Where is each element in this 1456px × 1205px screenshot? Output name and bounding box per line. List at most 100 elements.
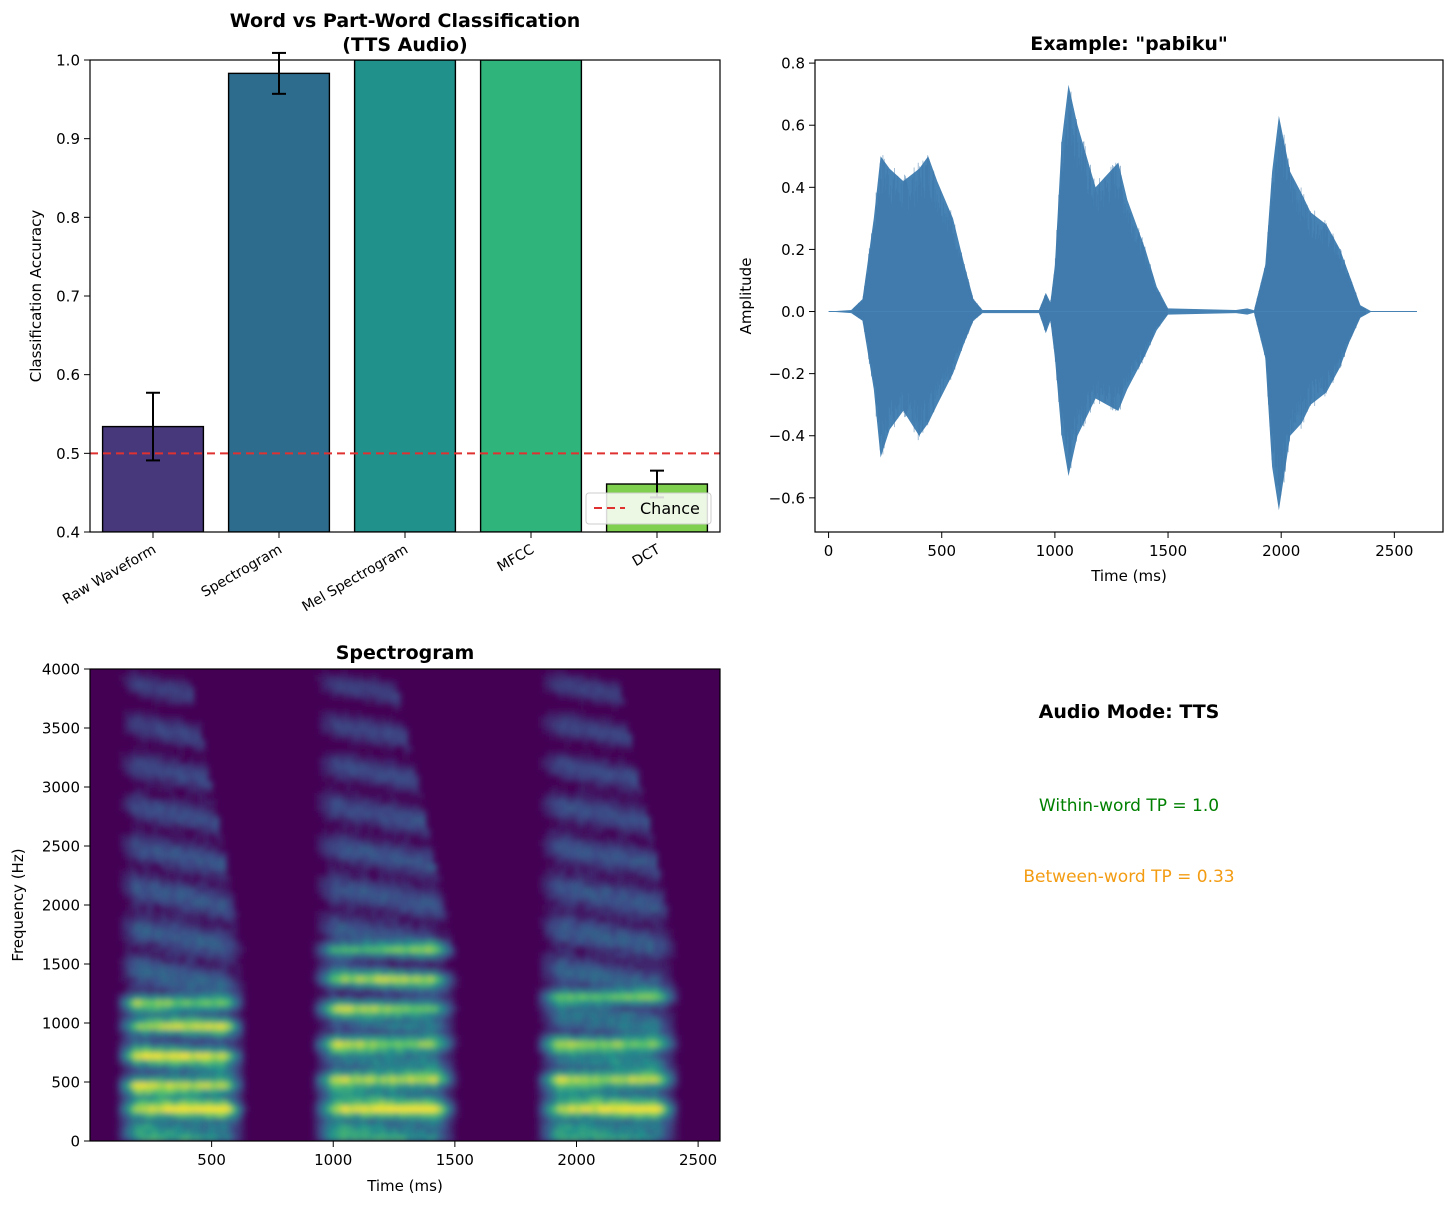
spectrogram-cell-s0	[186, 851, 191, 859]
spectrogram-cell-s0	[160, 680, 165, 688]
spectrogram-cell-s0	[124, 922, 129, 930]
spectrogram-cell-s1	[330, 946, 336, 953]
spectrogram-cell-s0	[138, 1052, 143, 1059]
spectrogram-cell-s0	[218, 964, 224, 971]
spectrogram-cell-s1	[374, 910, 379, 918]
spectrogram-cell-s1	[374, 1034, 379, 1042]
spectrogram-cell-s1	[352, 940, 357, 947]
spectrogram-cell-s2	[554, 834, 559, 841]
spectrogram-cell-s1	[345, 910, 350, 918]
spectrogram-cell-s1	[356, 940, 361, 947]
spectrogram-cell-s1	[327, 1034, 332, 1042]
spectrogram-cell-s2	[554, 1099, 559, 1107]
spectrogram-cell-s1	[378, 899, 383, 906]
spectrogram-cell-s2	[543, 834, 548, 841]
spectrogram-cell-s0	[229, 946, 235, 953]
spectrogram-cell-s1	[400, 993, 405, 1000]
spectrogram-cell-s0	[222, 999, 227, 1006]
spectrogram-cell-s0	[226, 946, 231, 953]
spectrogram-cell-s0	[204, 846, 209, 853]
spectrogram-cell-s0	[142, 1005, 147, 1012]
spectrogram-cell-s0	[208, 922, 213, 930]
spectrogram-cell-s0	[120, 1099, 125, 1107]
spectrogram-cell-s1	[414, 887, 419, 894]
spectrogram-cell-s0	[182, 1135, 187, 1141]
spectrogram-cell-s1	[363, 928, 368, 936]
spectrogram-cell-s1	[327, 810, 332, 818]
spectrogram-cell-s0	[171, 940, 176, 947]
spectrogram-cell-s0	[215, 928, 220, 936]
spectrogram-cell-s1	[378, 1034, 383, 1042]
spectrogram-cell-s1	[334, 834, 339, 841]
spectrogram-cell-s1	[363, 680, 368, 688]
spectrogram-cell-s1	[440, 1087, 445, 1095]
spectrogram-cell-s0	[127, 1023, 132, 1030]
spectrogram-cell-s0	[175, 940, 180, 947]
spectrogram-cell-s2	[543, 810, 548, 818]
spectrogram-cell-s0	[197, 1064, 202, 1071]
spectrogram-cell-s0	[208, 787, 213, 794]
spectrogram-cell-s1	[316, 1064, 321, 1071]
spectrogram-cell-s0	[197, 863, 202, 871]
spectrogram-cell-s0	[156, 952, 162, 959]
spectrogram-cell-s1	[378, 728, 383, 735]
spectrogram-cell-s1	[374, 1087, 379, 1095]
spectrogram-cell-s0	[120, 869, 125, 877]
spectrogram-cell-s0	[149, 775, 154, 782]
spectrogram-cell-s0	[135, 987, 140, 995]
spectrogram-cell-s1	[367, 964, 372, 971]
spectrogram-cell-s0	[149, 916, 154, 924]
spectrogram-cell-s2	[540, 987, 545, 995]
spectrogram-cell-s1	[411, 887, 416, 894]
spectrogram-cell-s1	[436, 946, 441, 953]
spectrogram-cell-s1	[411, 987, 416, 995]
spectrogram-cell-s1	[349, 763, 354, 770]
spectrogram-cell-s0	[182, 840, 187, 847]
spectrogram-cell-s1	[385, 952, 390, 959]
spectrogram-cell-s1	[418, 1129, 423, 1136]
spectrogram-cell-s1	[338, 893, 343, 900]
spectrogram-cell-s1	[356, 1111, 361, 1118]
spectrogram-cell-s1	[378, 975, 383, 983]
spectrogram-cell-s1	[433, 934, 438, 941]
spectrogram-cell-s1	[422, 952, 427, 959]
spectrogram-cell-s1	[436, 999, 441, 1006]
spectrogram-cell-s0	[145, 940, 151, 947]
spectrogram-cell-s0	[171, 686, 176, 694]
spectrogram-cell-s0	[226, 1135, 231, 1141]
spectrogram-cell-s0	[182, 946, 187, 953]
spectrogram-cell-s1	[429, 928, 434, 936]
spectrogram-cell-s1	[400, 1087, 405, 1095]
spectrogram-cell-s0	[120, 1070, 125, 1077]
spectrogram-cell-s1	[323, 840, 328, 847]
spectrogram-cell-s0	[164, 875, 169, 882]
spectrogram-cell-s1	[411, 964, 416, 971]
spectrogram-cell-s1	[341, 763, 347, 770]
spectrogram-cell-s0	[135, 680, 140, 688]
spectrogram-cell-s1	[330, 1105, 336, 1113]
spectrogram-cell-s0	[175, 1076, 180, 1083]
spectrogram-cell-s1	[370, 975, 376, 983]
spectrogram-cell-s2	[558, 834, 563, 841]
spectrogram-cell-s0	[222, 1052, 227, 1059]
spectrogram-cell-s0	[200, 745, 205, 753]
spectrogram-cell-s0	[218, 1017, 224, 1024]
spectrogram-cell-s0	[142, 887, 147, 894]
spectrogram-cell-s1	[352, 1087, 357, 1095]
spectrogram-cell-s0	[156, 1028, 162, 1036]
spectrogram-cell-s0	[218, 1023, 224, 1030]
spectrogram-cell-s1	[367, 1082, 372, 1089]
spectrogram-cell-s1	[403, 869, 409, 877]
spectrogram-cell-s0	[167, 846, 173, 853]
spectrogram-cell-s1	[440, 1017, 445, 1024]
spectrogram-cell-s1	[338, 804, 343, 812]
spectrogram-cell-s0	[131, 934, 136, 941]
spectrogram-cell-s1	[330, 1087, 336, 1095]
spectrogram-cell-s2	[561, 999, 567, 1006]
spectrogram-cell-s0	[178, 875, 184, 882]
spectrogram-cell-s1	[429, 922, 434, 930]
spectrogram-cell-s0	[145, 728, 151, 735]
spectrogram-cell-s1	[334, 846, 339, 853]
spectrogram-cell-s1	[385, 775, 390, 782]
spectrogram-cell-s2	[558, 857, 563, 865]
